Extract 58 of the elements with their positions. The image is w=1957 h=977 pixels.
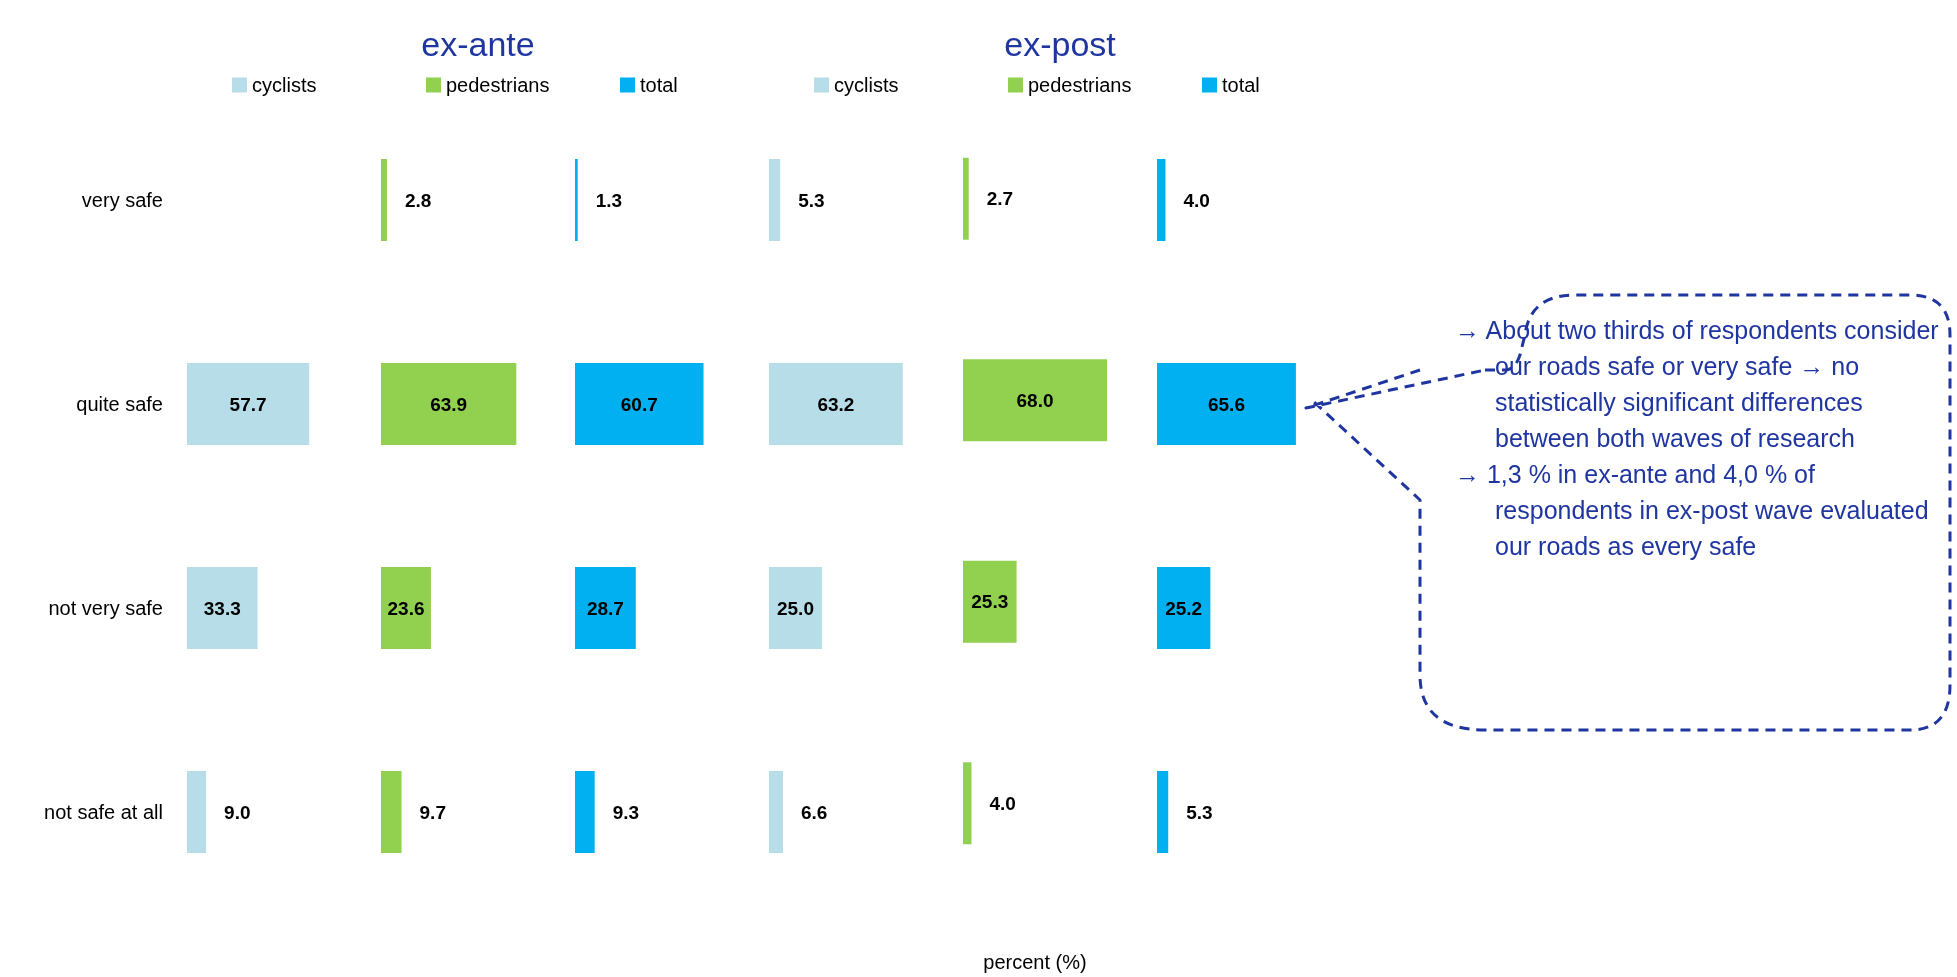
y-tick-label: not very safe [48, 597, 163, 619]
bar [963, 762, 972, 845]
bar [1157, 363, 1296, 445]
data-label: 65.6 [1207, 393, 1245, 415]
legend-label: total [640, 74, 678, 96]
bar [1157, 159, 1166, 241]
bar [963, 157, 969, 240]
data-label: 25.0 [776, 597, 814, 619]
text: → About two thirds of respondents consider our roads safe or very safe → no statistically significant differences between both waves of research [1455, 315, 1940, 454]
y-tick-label: quite safe [76, 393, 163, 415]
bar [769, 159, 781, 241]
data-label: 4.0 [1183, 189, 1210, 211]
chart-title: ex-ante [421, 25, 535, 63]
data-label: 2.8 [404, 189, 432, 211]
bar [769, 567, 822, 649]
bar [575, 567, 636, 649]
bar [769, 363, 903, 445]
y-tick-label: very safe [81, 189, 163, 211]
bar [381, 567, 431, 649]
bar [381, 159, 387, 241]
chart-title: ex-post [1004, 25, 1117, 63]
text: → 1,3 % in ex-ante and 4,0 % of respondents in ex-post wave evaluated our roads as every safe [1455, 459, 1930, 562]
data-label: 25.3 [971, 591, 1009, 613]
x-axis-title: percent (%) [983, 951, 1087, 973]
legend-label: pedestrians [446, 74, 550, 96]
data-label: 63.2 [817, 393, 855, 415]
data-label: 9.7 [419, 801, 446, 823]
data-label: 2.7 [986, 188, 1014, 210]
data-label: 68.0 [1016, 389, 1054, 411]
data-label: 5.3 [798, 189, 825, 211]
bar [963, 560, 1017, 643]
data-label: 23.6 [387, 597, 425, 619]
bar [963, 359, 1107, 442]
bar [381, 363, 517, 445]
bar [575, 159, 578, 241]
data-label: 9.0 [224, 801, 251, 823]
data-label: 9.3 [612, 801, 640, 823]
data-label: 5.3 [1186, 801, 1213, 823]
data-label: 33.3 [203, 597, 241, 619]
legend-label: pedestrians [1028, 74, 1132, 96]
bar [769, 771, 783, 853]
data-label: 63.9 [430, 393, 468, 415]
bar [575, 771, 595, 853]
y-tick-label: not safe at all [44, 801, 163, 823]
data-label: 25.2 [1165, 597, 1203, 619]
legend-label: cyclists [834, 74, 899, 96]
bar [1157, 771, 1169, 853]
bar [575, 363, 704, 445]
data-label: 6.6 [800, 801, 828, 823]
legend-label: total [1222, 74, 1260, 96]
data-label: 1.3 [595, 189, 623, 211]
legend-label: cyclists [252, 74, 317, 96]
data-label: 4.0 [989, 792, 1016, 814]
data-label: 60.7 [620, 393, 658, 415]
data-label: 28.7 [586, 597, 624, 619]
bar [1157, 567, 1211, 649]
bar [381, 771, 402, 853]
data-label: 57.7 [229, 393, 267, 415]
